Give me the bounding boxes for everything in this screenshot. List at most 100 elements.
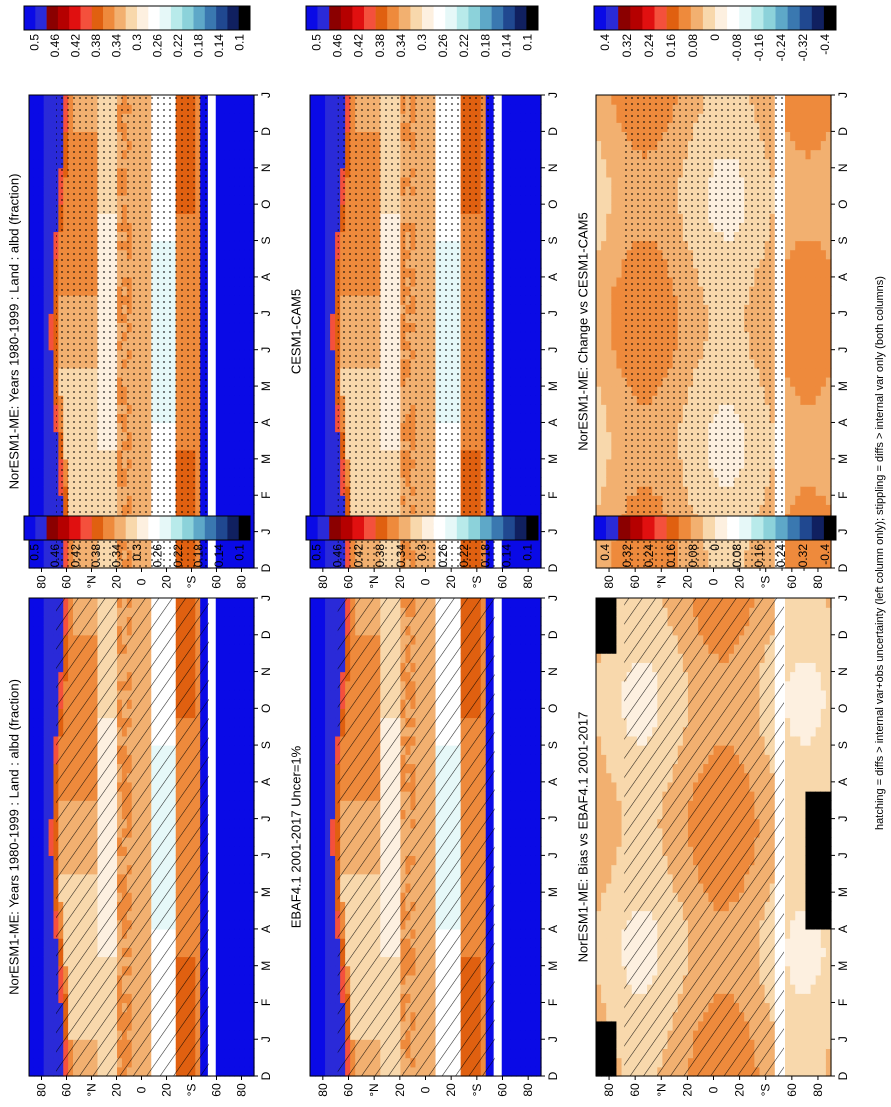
heatmap-cell [39, 736, 44, 746]
heatmap-cell [325, 993, 331, 1003]
heatmap-cell [320, 1021, 326, 1031]
heatmap-cell [315, 653, 321, 663]
lat-tick-label: °N [85, 1083, 99, 1096]
heatmap-cell [44, 892, 49, 902]
heatmap-cell [315, 837, 321, 847]
heatmap-cell [220, 947, 225, 957]
heatmap-cell [29, 598, 34, 608]
heatmap-cell [49, 782, 54, 792]
heatmap-cell [234, 993, 239, 1003]
heatmap-cell [310, 672, 316, 682]
heatmap-cell [330, 883, 336, 893]
heatmap-cell [330, 773, 336, 783]
heatmap-cell [310, 837, 316, 847]
heatmap-cell [34, 883, 39, 893]
heatmap-cell [330, 635, 336, 645]
heatmap-cell [29, 644, 34, 654]
heatmap-cell [244, 662, 249, 672]
heatmap-cell [225, 1048, 230, 1058]
heatmap-cell [34, 874, 39, 884]
heatmap-cell [244, 727, 249, 737]
heatmap-cell [234, 938, 239, 948]
heatmap-cell [220, 993, 225, 1003]
heatmap-cell [234, 929, 239, 939]
heatmap-cell [230, 635, 235, 645]
heatmap-cell [315, 1048, 321, 1058]
heatmap-cell [320, 929, 326, 939]
heatmap-cell [49, 763, 54, 773]
heatmap-cell [44, 1030, 49, 1040]
heatmap-cell [320, 727, 326, 737]
heatmap-cell [49, 653, 54, 663]
heatmap-cell [39, 883, 44, 893]
heatmap-cell [29, 773, 34, 783]
heatmap-cell [49, 892, 54, 902]
heatmap-cell [29, 874, 34, 884]
heatmap-cell [44, 672, 49, 682]
heatmap-cell [234, 773, 239, 783]
heatmap-cell [325, 662, 331, 672]
heatmap-cell [29, 1030, 34, 1040]
heatmap-cell [230, 993, 235, 1003]
heatmap-cell [29, 901, 34, 911]
heatmap-cell [39, 901, 44, 911]
heatmap-cell [220, 727, 225, 737]
heatmap-cell [325, 708, 331, 718]
heatmap-cell [29, 672, 34, 682]
heatmap-cell [44, 800, 49, 810]
month-tick-label: J [259, 595, 273, 601]
heatmap-cell [310, 883, 316, 893]
heatmap-cell [225, 975, 230, 985]
heatmap-cell [315, 892, 321, 902]
heatmap-cell [49, 809, 54, 819]
heatmap-cell [234, 800, 239, 810]
heatmap-cell [234, 911, 239, 921]
heatmap-cell [29, 947, 34, 957]
heatmap-cell [230, 800, 235, 810]
heatmap-cell [225, 901, 230, 911]
heatmap-cell [244, 1030, 249, 1040]
heatmap-cell [310, 1058, 316, 1068]
heatmap-cell [225, 616, 230, 626]
heatmap-cell [315, 708, 321, 718]
month-tick-label: D [259, 630, 273, 639]
heatmap-cell [49, 846, 54, 856]
heatmap-cell [39, 681, 44, 691]
heatmap-cell [244, 984, 249, 994]
heatmap-cell [244, 911, 249, 921]
heatmap-cell [330, 947, 336, 957]
heatmap-cell [325, 653, 331, 663]
heatmap-cell [234, 1002, 239, 1012]
heatmap-cell [315, 672, 321, 682]
heatmap-cell [239, 653, 244, 663]
heatmap-cell [244, 809, 249, 819]
heatmap-cell [320, 662, 326, 672]
heatmap-cell [39, 975, 44, 985]
heatmap-cell [49, 616, 54, 626]
heatmap-cell [244, 892, 249, 902]
heatmap-cell [34, 929, 39, 939]
heatmap-cell [49, 681, 54, 691]
heatmap-cell [244, 828, 249, 838]
heatmap-cell [49, 1058, 54, 1068]
heatmap-cell [244, 947, 249, 957]
heatmap-cell [29, 957, 34, 967]
heatmap-cell [315, 635, 321, 645]
heatmap-cell [330, 607, 336, 617]
heatmap-cell [239, 782, 244, 792]
heatmap-cell [330, 690, 336, 700]
heatmap-cell [239, 883, 244, 893]
heatmap-cell [325, 1048, 331, 1058]
heatmap-cell [330, 1030, 336, 1040]
heatmap-cell [320, 745, 326, 755]
heatmap-cell [239, 1002, 244, 1012]
heatmap-cell [315, 819, 321, 829]
heatmap-cell [225, 1067, 230, 1077]
heatmap-cell [49, 901, 54, 911]
heatmap-cell [325, 911, 331, 921]
heatmap-cell [29, 929, 34, 939]
heatmap-cell [244, 865, 249, 875]
heatmap-cell [239, 672, 244, 682]
heatmap-cell [239, 975, 244, 985]
heatmap-cell [49, 800, 54, 810]
